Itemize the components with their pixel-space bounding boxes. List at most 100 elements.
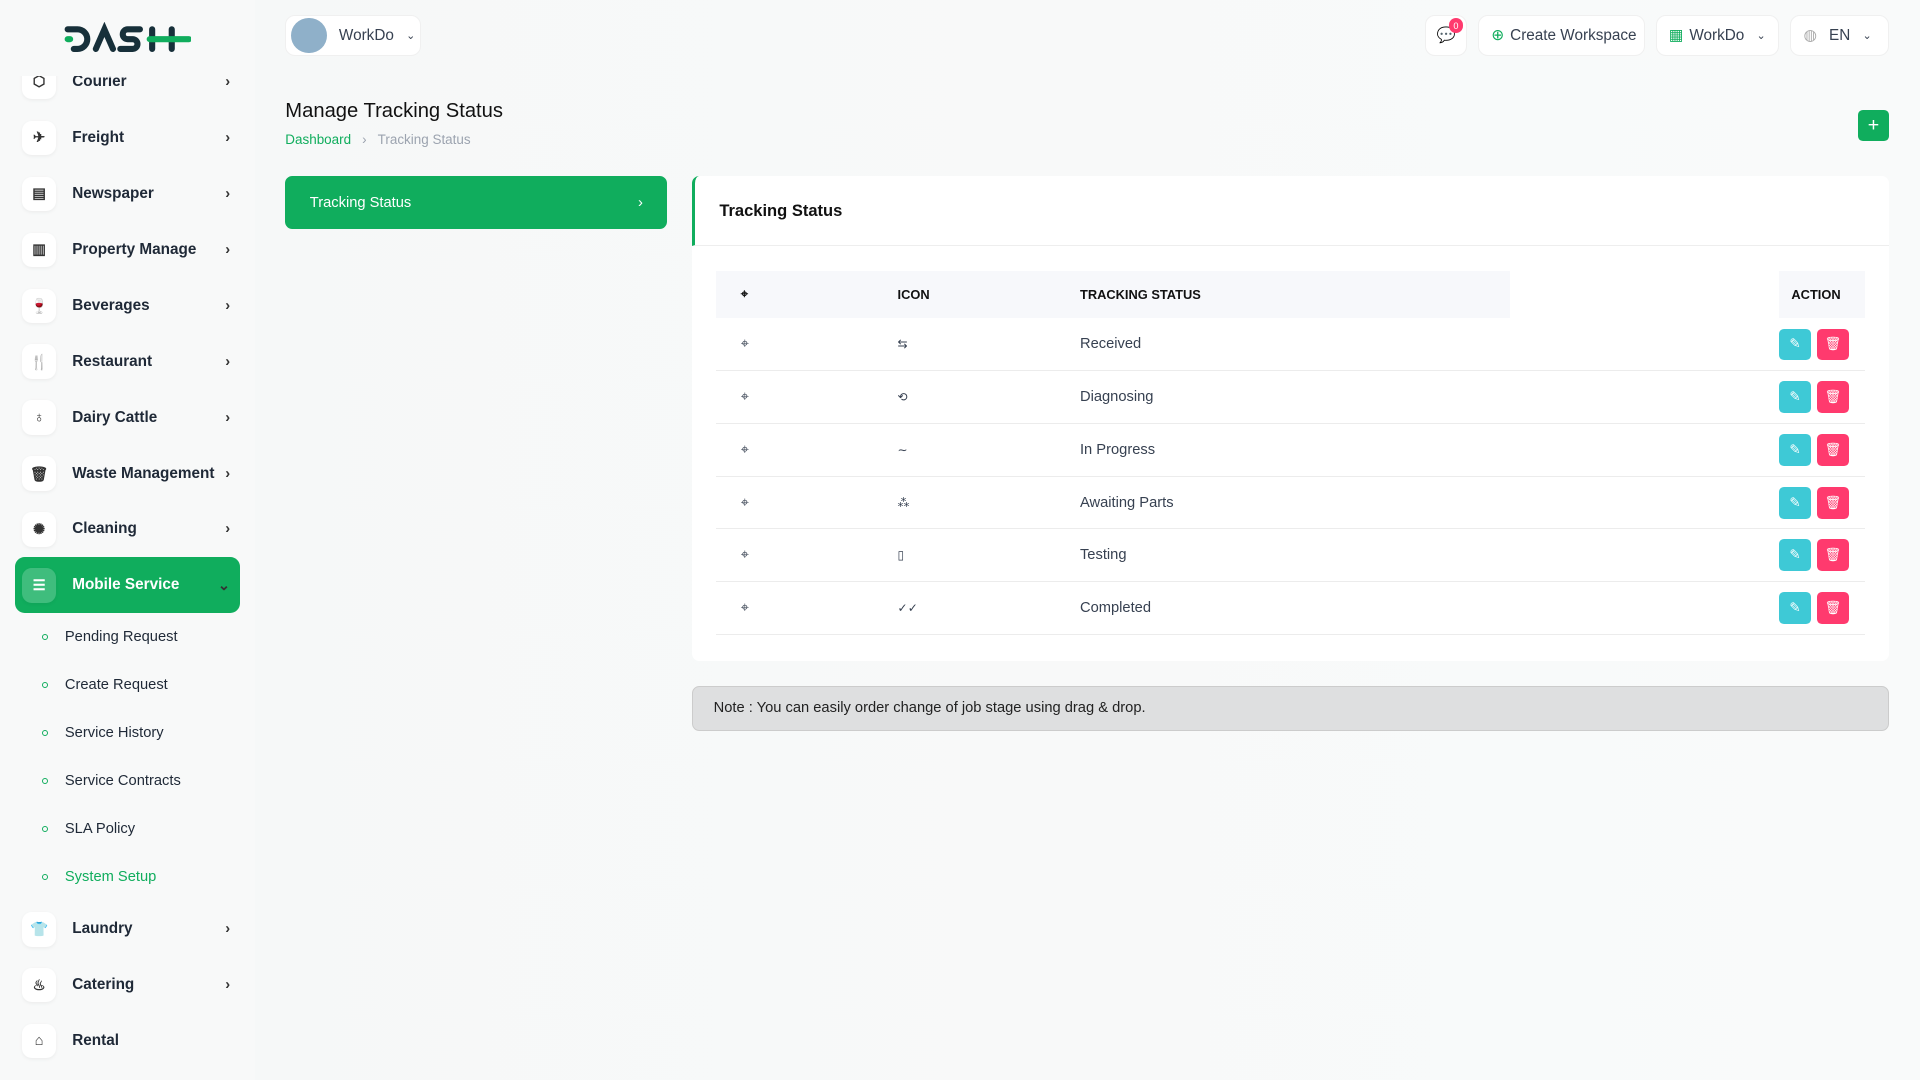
delete-button[interactable]: 🗑 <box>1817 328 1849 361</box>
crosshair-icon: ⌖ <box>740 336 750 353</box>
chevron-right-icon: › <box>225 521 231 538</box>
drag-handle[interactable]: ⌖ <box>716 581 898 635</box>
chevron-down-icon: ⌄ <box>1862 30 1872 42</box>
status-icon: ⟲ <box>897 390 908 405</box>
sidebar-subitem-pending-request[interactable]: Pending Request <box>15 613 240 661</box>
delete-button[interactable]: 🗑 <box>1817 434 1849 466</box>
sidebar-item-label: Newspaper <box>72 184 154 202</box>
sidebar-subitem-sla-policy[interactable]: SLA Policy <box>15 805 240 853</box>
chevron-down-icon: ⌄ <box>1756 30 1766 42</box>
edit-button[interactable]: ✎ <box>1779 434 1811 466</box>
bullet-icon <box>41 730 48 737</box>
crosshair-icon: ⌖ <box>740 599 750 616</box>
chevron-right-icon: › <box>225 241 231 258</box>
breadcrumb: Dashboard › Tracking Status <box>285 132 470 147</box>
breadcrumb-current: Tracking Status <box>377 132 471 148</box>
status-icon-cell: ⇆ <box>897 318 1080 372</box>
bullet-icon <box>41 634 48 641</box>
utensils-icon: 🍴 <box>22 344 57 379</box>
table-row[interactable]: ⌖ ⁂ Awaiting Parts ✎ 🗑 <box>716 476 1865 530</box>
table-row[interactable]: ⌖ ⇆ Received ✎ 🗑 <box>716 318 1865 372</box>
sidebar-item-freight[interactable]: ✈ Freight › <box>15 110 240 166</box>
drag-handle[interactable]: ⌖ <box>716 528 898 583</box>
workspace-switcher[interactable]: WorkDo ⌄ <box>285 14 422 57</box>
drag-handle[interactable]: ⌖ <box>716 476 898 530</box>
crosshair-icon: ⌖ <box>740 547 750 564</box>
edit-button[interactable]: ✎ <box>1779 486 1811 519</box>
subitem-label: SLA Policy <box>64 821 136 838</box>
sidebar-item-cleaning[interactable]: ✺ Cleaning › <box>15 502 240 558</box>
drag-handle[interactable]: ⌖ <box>716 318 898 372</box>
sidebar-subitem-service-history[interactable]: Service History <box>15 709 240 757</box>
drag-handle[interactable]: ⌖ <box>716 423 898 477</box>
edit-button[interactable]: ✎ <box>1779 328 1811 361</box>
sidebar-item-label: Dairy Cattle <box>72 408 158 426</box>
card-title: Tracking Status <box>691 176 1890 247</box>
sidebar-item-courier[interactable]: ⬡ Courier › <box>15 75 240 110</box>
dash-logo[interactable] <box>64 21 192 62</box>
company-switcher[interactable]: ▦ WorkDo ⌄ <box>1655 14 1780 57</box>
status-name: In Progress <box>1079 423 1510 477</box>
sidebar-item-label: Catering <box>72 976 135 994</box>
breadcrumb-dashboard[interactable]: Dashboard <box>285 132 352 148</box>
sidebar-item-newspaper[interactable]: ▤ Newspaper › <box>15 166 240 222</box>
table-row[interactable]: ⌖ ⟲ Diagnosing ✎ 🗑 <box>716 370 1865 425</box>
sidebar-item-catering[interactable]: ♨ Catering › <box>15 957 240 1013</box>
table-row[interactable]: ⌖ ∼ In Progress ✎ 🗑 <box>716 423 1865 477</box>
sidebar-subitem-service-contracts[interactable]: Service Contracts <box>15 757 240 805</box>
chevron-down-icon: ⌄ <box>217 577 231 594</box>
edit-button[interactable]: ✎ <box>1779 539 1811 572</box>
status-icon-cell: ▯ <box>897 528 1080 583</box>
sidebar-item-laundry[interactable]: 👕 Laundry › <box>15 901 240 957</box>
status-name: Diagnosing <box>1079 370 1510 425</box>
sidebar-item-dairy-cattle[interactable]: ♁ Dairy Cattle › <box>15 390 240 446</box>
chevron-right-icon: › <box>225 185 231 202</box>
plane-icon: ✈ <box>22 120 57 155</box>
sidebar-item-mobile-service[interactable]: ☰ Mobile Service ⌄ <box>14 557 240 614</box>
bullet-icon <box>41 874 48 881</box>
table-row[interactable]: ⌖ ✓✓ Completed ✎ 🗑 <box>716 581 1865 635</box>
status-name: Awaiting Parts <box>1079 476 1510 530</box>
edit-button[interactable]: ✎ <box>1779 591 1811 624</box>
pencil-icon: ✎ <box>1789 494 1801 510</box>
status-icon: ✓✓ <box>897 600 919 615</box>
page-title: Manage Tracking Status <box>285 100 503 123</box>
column-header-icon: ICON <box>897 270 1080 319</box>
chevron-right-icon: › <box>225 353 231 370</box>
delete-button[interactable]: 🗑 <box>1817 539 1849 572</box>
delete-button[interactable]: 🗑 <box>1817 591 1849 624</box>
sidebar-item-beverages[interactable]: 🍷 Beverages › <box>15 278 240 334</box>
sparkle-icon: ✺ <box>22 512 57 547</box>
sidebar-item-waste-management[interactable]: 🗑 Waste Management › <box>15 446 240 502</box>
create-workspace-button[interactable]: ⊕ Create Workspace <box>1477 14 1645 57</box>
menu-icon: ☰ <box>22 568 57 603</box>
trash-icon: 🗑 <box>1824 547 1842 563</box>
sidebar-item-rental[interactable]: ⌂ Rental <box>15 1013 240 1069</box>
tab-tracking-status[interactable]: Tracking Status › <box>285 176 668 229</box>
sidebar-item-property-manage[interactable]: ▥ Property Manage › <box>15 222 240 278</box>
status-icon-cell: ⁂ <box>897 476 1080 530</box>
status-name: Testing <box>1079 528 1510 583</box>
subitem-label: Create Request <box>64 677 168 694</box>
pencil-icon: ✎ <box>1789 599 1801 615</box>
chevron-right-icon: › <box>225 465 231 482</box>
sidebar-subitem-create-request[interactable]: Create Request <box>15 661 240 709</box>
crosshair-icon: ⌖ <box>740 389 750 406</box>
trash-icon: 🗑 <box>1824 494 1842 510</box>
delete-button[interactable]: 🗑 <box>1817 381 1849 414</box>
sidebar-item-restaurant[interactable]: 🍴 Restaurant › <box>15 334 240 390</box>
table-row[interactable]: ⌖ ▯ Testing ✎ 🗑 <box>716 528 1865 583</box>
drag-handle[interactable]: ⌖ <box>716 370 898 425</box>
chevron-right-icon: › <box>637 194 643 211</box>
status-icon: ⁂ <box>897 495 910 510</box>
bullet-icon <box>41 778 48 785</box>
add-button[interactable]: + <box>1857 110 1890 141</box>
sidebar-subitem-system-setup[interactable]: System Setup <box>15 853 240 901</box>
chevron-right-icon: › <box>225 921 231 938</box>
language-switcher[interactable]: ◍ EN ⌄ <box>1790 14 1890 57</box>
delete-button[interactable]: 🗑 <box>1817 486 1849 519</box>
status-icon: ∼ <box>897 442 908 457</box>
workspace-avatar <box>291 17 327 54</box>
edit-button[interactable]: ✎ <box>1779 381 1811 414</box>
bullet-icon <box>41 826 48 833</box>
